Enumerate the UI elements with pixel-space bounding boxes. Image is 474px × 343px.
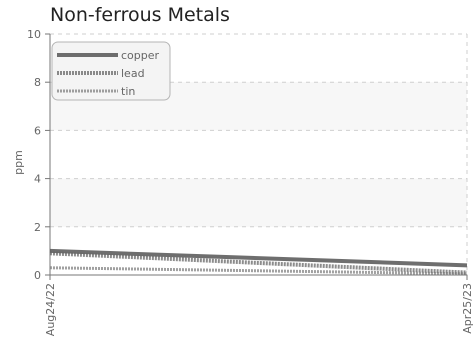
y-tick-label: 2 — [34, 221, 41, 234]
x-tick-label: Apr25/23 — [461, 283, 474, 334]
series-layer — [49, 248, 468, 276]
legend-layer: copper lead tin — [51, 41, 171, 101]
series-line-copper — [49, 248, 468, 268]
chart-title: Non-ferrous Metals — [50, 4, 230, 26]
y-tick-label: 6 — [34, 124, 41, 137]
y-axis-label: ppm — [12, 150, 25, 175]
label-layer: 0 2 4 6 8 10 Aug24/22 Apr25/23 ppm — [12, 28, 474, 336]
y-tick-label: 4 — [34, 173, 41, 186]
x-tick-label: Aug24/22 — [44, 283, 57, 336]
y-tick-label: 0 — [34, 269, 41, 282]
legend-label-tin: tin — [121, 85, 135, 98]
series-line-tin — [49, 266, 468, 276]
series-line-lead — [49, 251, 468, 275]
grid-band — [50, 178, 467, 227]
legend-label-copper: copper — [121, 49, 160, 62]
legend-label-lead: lead — [121, 67, 145, 80]
y-tick-label: 8 — [34, 76, 41, 89]
y-tick-label: 10 — [27, 28, 41, 41]
axis-layer — [45, 33, 468, 280]
